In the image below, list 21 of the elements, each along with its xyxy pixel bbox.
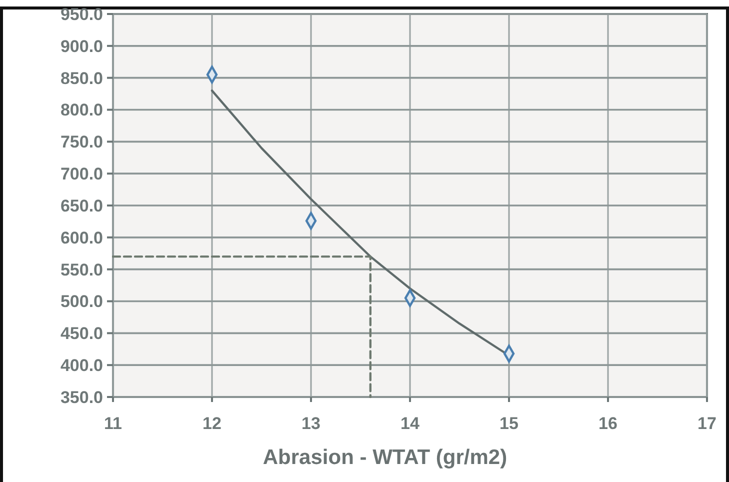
y-tick-label: 600.0 — [60, 228, 103, 248]
y-tick-label: 400.0 — [60, 356, 103, 376]
y-tick-label: 950.0 — [60, 4, 103, 24]
x-tick-label: 15 — [500, 414, 518, 433]
x-tick-label: 17 — [698, 414, 716, 433]
x-axis-title: Abrasion - WTAT (gr/m2) — [262, 446, 508, 469]
y-tick-label: 550.0 — [60, 260, 103, 280]
y-tick-label: 850.0 — [60, 68, 103, 88]
x-tick-label: 13 — [302, 414, 320, 433]
y-tick-label: 350.0 — [60, 388, 103, 407]
y-tick-label: 750.0 — [60, 132, 103, 152]
y-tick-label: 800.0 — [60, 100, 103, 120]
y-tick-label: 650.0 — [60, 196, 103, 216]
x-tick-label: 16 — [598, 414, 618, 433]
y-tick-label: 500.0 — [60, 292, 103, 312]
x-tick-label: 11 — [104, 414, 122, 433]
y-tick-label: 900.0 — [60, 36, 103, 56]
x-tick-label: 12 — [202, 414, 222, 433]
y-tick-label: 450.0 — [60, 324, 103, 344]
x-tick-label: 14 — [400, 414, 420, 433]
y-tick-label: 700.0 — [60, 164, 103, 184]
